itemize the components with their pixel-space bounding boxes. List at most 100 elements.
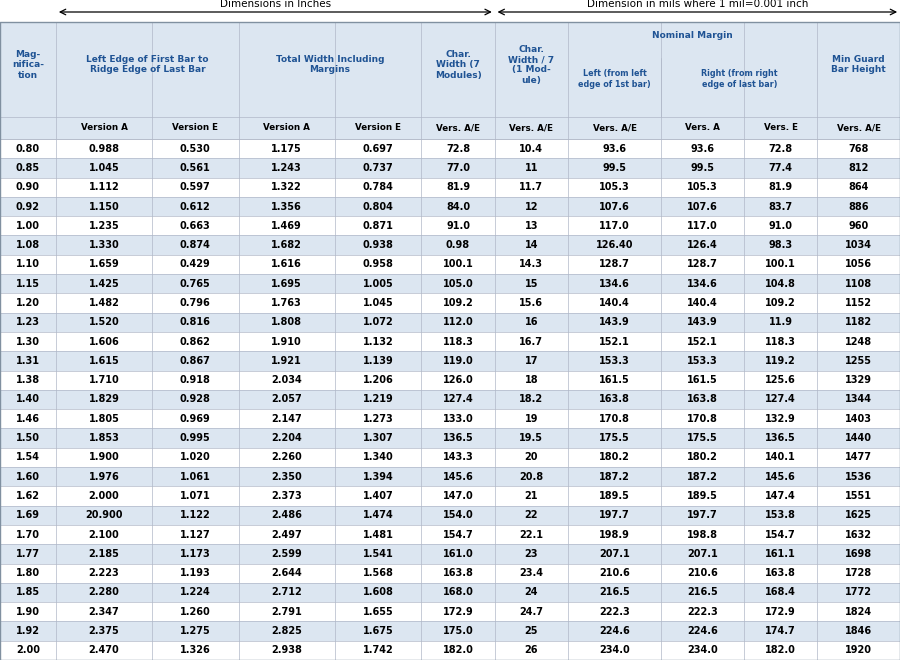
Text: 0.85: 0.85 <box>16 163 40 173</box>
Text: 11.9: 11.9 <box>769 317 793 327</box>
Text: 119.0: 119.0 <box>443 356 473 366</box>
Text: 105.3: 105.3 <box>688 182 718 192</box>
Bar <box>0 370 900 390</box>
Text: 0.804: 0.804 <box>363 201 393 212</box>
Text: 189.5: 189.5 <box>688 491 718 501</box>
Text: 19: 19 <box>525 414 538 424</box>
Text: 0.874: 0.874 <box>180 240 211 250</box>
Text: 1.20: 1.20 <box>16 298 40 308</box>
Text: 126.40: 126.40 <box>596 240 634 250</box>
Text: 1.206: 1.206 <box>363 375 393 385</box>
Text: 2.034: 2.034 <box>271 375 302 385</box>
Bar <box>0 255 900 274</box>
Text: 1.322: 1.322 <box>271 182 302 192</box>
Text: 147.0: 147.0 <box>443 491 473 501</box>
Text: 1.08: 1.08 <box>16 240 40 250</box>
Text: 72.8: 72.8 <box>446 144 470 154</box>
Text: 0.429: 0.429 <box>180 259 211 269</box>
Text: 1625: 1625 <box>845 510 872 520</box>
Text: 222.3: 222.3 <box>599 607 630 616</box>
Text: 127.4: 127.4 <box>765 395 796 405</box>
Text: 2.350: 2.350 <box>271 472 302 482</box>
Text: 180.2: 180.2 <box>599 452 630 463</box>
Text: 0.796: 0.796 <box>180 298 211 308</box>
Text: Right (from right
edge of last bar): Right (from right edge of last bar) <box>701 69 778 88</box>
Text: Dimension in mils where 1 mil=0.001 inch: Dimension in mils where 1 mil=0.001 inch <box>587 0 808 9</box>
Text: 0.958: 0.958 <box>363 259 393 269</box>
Text: 1824: 1824 <box>845 607 872 616</box>
Text: 2.100: 2.100 <box>88 529 120 540</box>
Text: 77.4: 77.4 <box>769 163 793 173</box>
Text: 14.3: 14.3 <box>519 259 544 269</box>
Text: 93.6: 93.6 <box>690 144 715 154</box>
Text: 2.347: 2.347 <box>88 607 120 616</box>
Text: 768: 768 <box>849 144 868 154</box>
Bar <box>0 583 900 602</box>
Text: 154.7: 154.7 <box>443 529 473 540</box>
Text: 216.5: 216.5 <box>688 587 718 597</box>
Text: 182.0: 182.0 <box>765 645 796 655</box>
Text: 112.0: 112.0 <box>443 317 473 327</box>
Text: 0.98: 0.98 <box>446 240 470 250</box>
Text: 143.9: 143.9 <box>688 317 718 327</box>
Text: 1920: 1920 <box>845 645 872 655</box>
Text: 12: 12 <box>525 201 538 212</box>
Text: 0.697: 0.697 <box>363 144 393 154</box>
Text: 145.6: 145.6 <box>765 472 796 482</box>
Text: 0.918: 0.918 <box>180 375 211 385</box>
Text: 180.2: 180.2 <box>688 452 718 463</box>
Text: 16: 16 <box>525 317 538 327</box>
Text: 2.204: 2.204 <box>271 433 302 443</box>
Text: Char.
Width / 7
(1 Mod-
ule): Char. Width / 7 (1 Mod- ule) <box>508 45 554 85</box>
Text: 126.4: 126.4 <box>688 240 718 250</box>
Text: 2.497: 2.497 <box>271 529 302 540</box>
Text: 1.50: 1.50 <box>16 433 40 443</box>
Text: 1.808: 1.808 <box>271 317 302 327</box>
Text: 198.8: 198.8 <box>688 529 718 540</box>
Text: 170.8: 170.8 <box>599 414 630 424</box>
Text: 22: 22 <box>525 510 538 520</box>
Text: 1344: 1344 <box>845 395 872 405</box>
Text: 2.260: 2.260 <box>271 452 302 463</box>
Text: 133.0: 133.0 <box>443 414 473 424</box>
Text: 145.6: 145.6 <box>443 472 473 482</box>
Text: 0.928: 0.928 <box>180 395 211 405</box>
Text: 1.045: 1.045 <box>363 298 393 308</box>
Text: 0.597: 0.597 <box>180 182 211 192</box>
Text: 19.5: 19.5 <box>519 433 544 443</box>
Text: 1.481: 1.481 <box>363 529 393 540</box>
Text: 119.2: 119.2 <box>765 356 796 366</box>
Text: 1.30: 1.30 <box>16 337 40 347</box>
Text: 153.3: 153.3 <box>688 356 718 366</box>
Text: 1.608: 1.608 <box>363 587 393 597</box>
Bar <box>0 313 900 332</box>
Bar <box>0 447 900 467</box>
Text: 132.9: 132.9 <box>765 414 796 424</box>
Text: 128.7: 128.7 <box>599 259 630 269</box>
Text: 210.6: 210.6 <box>688 568 718 578</box>
Text: 1477: 1477 <box>845 452 872 463</box>
Text: 1.474: 1.474 <box>363 510 393 520</box>
Text: 1.54: 1.54 <box>16 452 40 463</box>
Text: 1.273: 1.273 <box>363 414 393 424</box>
Text: Version E: Version E <box>355 123 401 133</box>
Text: 98.3: 98.3 <box>769 240 793 250</box>
Text: 125.6: 125.6 <box>765 375 796 385</box>
Bar <box>0 236 900 255</box>
Text: 1.60: 1.60 <box>16 472 40 482</box>
Text: 1.15: 1.15 <box>16 279 40 288</box>
Text: 0.737: 0.737 <box>363 163 393 173</box>
Text: Version E: Version E <box>172 123 219 133</box>
Bar <box>0 486 900 506</box>
Text: 161.1: 161.1 <box>765 549 796 559</box>
Text: 1.742: 1.742 <box>363 645 393 655</box>
Bar <box>0 294 900 313</box>
Text: 1.829: 1.829 <box>88 395 120 405</box>
Text: 1632: 1632 <box>845 529 872 540</box>
Text: 1.659: 1.659 <box>88 259 120 269</box>
Text: 2.712: 2.712 <box>271 587 302 597</box>
Text: 1.139: 1.139 <box>363 356 393 366</box>
Text: 117.0: 117.0 <box>599 221 630 231</box>
Text: 16.7: 16.7 <box>519 337 544 347</box>
Text: 136.5: 136.5 <box>443 433 473 443</box>
